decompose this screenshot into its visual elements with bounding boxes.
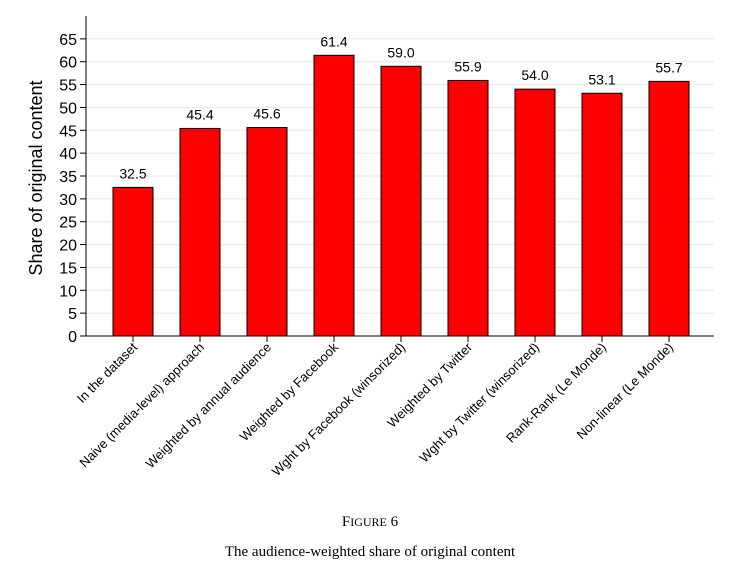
x-tick-label: Weighted by annual audience xyxy=(143,340,275,472)
bar xyxy=(648,80,690,337)
y-tick-label: 40 xyxy=(59,146,77,163)
y-tick-label: 35 xyxy=(59,169,77,186)
y-tick-label: 0 xyxy=(68,329,77,346)
y-tick-label: 15 xyxy=(59,260,77,277)
y-tick-label: 65 xyxy=(59,32,77,49)
figure-label-initial: F xyxy=(341,514,351,530)
bar-value-label: 61.4 xyxy=(320,33,347,49)
x-tick-label: In the dataset xyxy=(74,339,141,406)
bar-value-label: 32.5 xyxy=(119,165,146,181)
bar xyxy=(380,65,422,337)
y-tick-label: 60 xyxy=(59,55,77,72)
figure-title: The audience-weighted share of original … xyxy=(224,544,516,560)
bars xyxy=(112,54,690,337)
bar xyxy=(313,54,355,337)
y-tick-label: 50 xyxy=(59,100,77,117)
figure-label: FIGURE 6 xyxy=(0,514,740,531)
bar xyxy=(581,92,623,337)
y-axis-title: Share of original content xyxy=(26,80,46,275)
figure-number: 6 xyxy=(390,514,399,530)
bar-value-label: 59.0 xyxy=(387,44,414,60)
bar xyxy=(112,186,154,337)
bar-value-label: 55.7 xyxy=(655,59,682,75)
x-tick-label: Naive (media-level) approach xyxy=(76,340,207,471)
x-tick-label: Wght by Twitter (winsorized) xyxy=(416,340,542,466)
y-tick-label: 55 xyxy=(59,78,77,95)
bar xyxy=(179,127,221,337)
y-tick-label: 25 xyxy=(59,215,77,232)
y-tick-label: 30 xyxy=(59,192,77,209)
bar-value-label: 53.1 xyxy=(588,71,615,87)
bar xyxy=(447,79,489,337)
bar-value-label: 54.0 xyxy=(521,67,548,83)
x-tick-label: Wght by Facebook (winsorized) xyxy=(269,340,408,479)
y-tick-label: 5 xyxy=(68,306,77,323)
y-tick-label: 20 xyxy=(59,238,77,255)
bar-value-label: 45.4 xyxy=(186,106,213,122)
bar-chart: 32.5 45.4 45.6 61.4 59.0 55.9 54.0 53.1 55.7 0 5 1… xyxy=(26,16,714,479)
bar xyxy=(246,127,288,337)
bar-value-label: 55.9 xyxy=(454,58,481,74)
y-tick-label: 10 xyxy=(59,283,77,300)
bar xyxy=(514,88,556,337)
y-axis: 0 5 10 15 20 25 30 35 40 45 50 55 60 65 xyxy=(59,16,87,346)
figure-label-rest: IGURE xyxy=(350,515,387,529)
y-tick-label: 45 xyxy=(59,123,77,140)
value-labels: 32.5 45.4 45.6 61.4 59.0 55.9 54.0 53.1 55.7 xyxy=(119,33,682,181)
bar-value-label: 45.6 xyxy=(253,106,280,122)
